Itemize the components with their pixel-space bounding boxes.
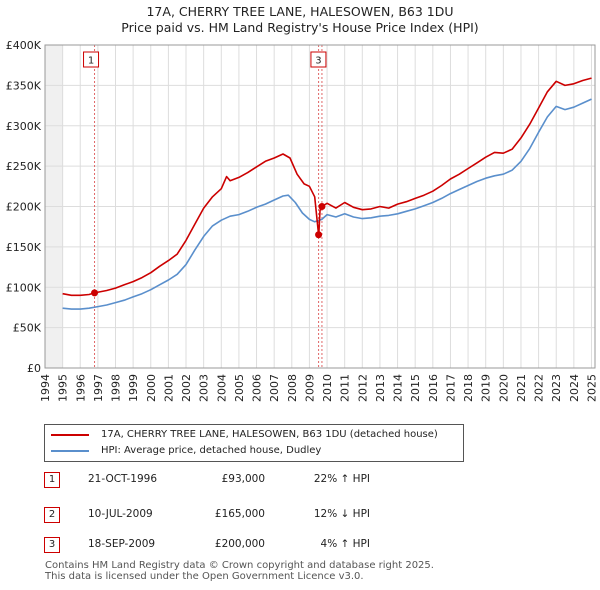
price-chart: £0 £50K £100K £150K £200K £250K £300K £350K £400… <box>6 39 599 402</box>
x-tick-label: 1999 <box>127 374 140 402</box>
y-tick-label: £250K <box>6 160 42 173</box>
y-tick-label: £100K <box>6 281 42 294</box>
chart-subtitle: Price paid vs. HM Land Registry's House … <box>121 20 479 35</box>
sale-hpi-change: 4% ↑ HPI <box>320 538 370 550</box>
sale-price: £200,000 <box>214 538 265 550</box>
x-tick-label: 2016 <box>427 374 440 402</box>
x-tick-label: 2011 <box>339 374 352 402</box>
x-tick-label: 2002 <box>180 374 193 402</box>
x-tick-label: 2022 <box>533 374 546 402</box>
sale-row: 2 10-JUL-2009 £165,000 12% ↓ HPI <box>0 505 600 525</box>
x-tick-label: 2019 <box>480 374 493 402</box>
sale-badge: 1 <box>44 472 60 488</box>
sale-row: 1 21-OCT-1996 £93,000 22% ↑ HPI <box>0 470 600 490</box>
y-tick-label: £150K <box>6 241 42 254</box>
footer-notice: Contains HM Land Registry data © Crown c… <box>45 560 434 582</box>
plot-border <box>44 44 596 369</box>
series-line-hpi <box>62 98 592 310</box>
y-tick-label: £350K <box>6 79 42 92</box>
sale-marker-box <box>310 51 327 68</box>
x-tick-label: 2014 <box>392 374 405 402</box>
sale-badge: 3 <box>44 537 60 553</box>
x-tick-label: 2021 <box>515 374 528 402</box>
sale-date: 18-SEP-2009 <box>88 538 156 550</box>
x-tick-label: 2005 <box>233 374 246 402</box>
footer-line-copyright: Contains HM Land Registry data © Crown c… <box>45 560 434 571</box>
sale-row: 3 18-SEP-2009 £200,000 4% ↑ HPI <box>0 535 600 555</box>
x-tick-label: 1996 <box>74 374 87 402</box>
x-tick-label: 2018 <box>462 374 475 402</box>
x-tick-label: 2008 <box>286 374 299 402</box>
sale-price: £165,000 <box>214 508 265 520</box>
y-tick-label: £300K <box>6 120 42 133</box>
x-tick-label: 2015 <box>409 374 422 402</box>
sale-badge: 2 <box>44 507 60 523</box>
x-tick-label: 2023 <box>550 374 563 402</box>
sale-date: 10-JUL-2009 <box>88 508 153 520</box>
x-tick-label: 2010 <box>321 374 334 402</box>
legend-label-property: 17A, CHERRY TREE LANE, HALESOWEN, B63 1D… <box>101 429 438 440</box>
sale-marker-label: 3 <box>315 56 321 67</box>
x-tick-label: 2009 <box>303 374 316 402</box>
legend-swatch-hpi <box>51 450 89 452</box>
y-tick-label: £400K <box>6 39 42 52</box>
x-tick-label: 2007 <box>268 374 281 402</box>
sale-price: £93,000 <box>221 473 265 485</box>
y-tick-label: £200K <box>6 201 42 214</box>
legend-entry-property: 17A, CHERRY TREE LANE, HALESOWEN, B63 1D… <box>45 427 463 443</box>
x-tick-label: 1995 <box>57 374 70 402</box>
x-tick-label: 2024 <box>568 374 581 402</box>
y-tick-label: £50K <box>13 322 42 335</box>
sale-date: 21-OCT-1996 <box>88 473 157 485</box>
x-tick-label: 1997 <box>92 374 105 402</box>
y-tick-label: £0 <box>27 362 41 375</box>
chart-title: 17A, CHERRY TREE LANE, HALESOWEN, B63 1D… <box>146 4 454 19</box>
legend-swatch-property <box>51 434 89 436</box>
legend-label-hpi: HPI: Average price, detached house, Dudl… <box>101 445 322 456</box>
sale-point <box>91 289 99 297</box>
x-tick-label: 2020 <box>497 374 510 402</box>
x-tick-label: 1998 <box>110 374 123 402</box>
sale-marker-box <box>83 51 100 68</box>
x-tick-label: 2006 <box>251 374 264 402</box>
x-tick-label: 2003 <box>198 374 211 402</box>
x-tick-label: 2004 <box>215 374 228 402</box>
sale-hpi-change: 22% ↑ HPI <box>313 473 370 485</box>
sale-point <box>318 203 326 210</box>
sale-point <box>315 231 323 239</box>
x-tick-label: 2013 <box>374 374 387 402</box>
x-tick-label: 2001 <box>162 374 175 402</box>
sale-hpi-change: 12% ↓ HPI <box>313 508 370 520</box>
x-tick-label: 2000 <box>145 374 158 402</box>
x-tick-label: 2012 <box>356 374 369 402</box>
sale-marker-label: 1 <box>88 56 94 67</box>
legend-entry-hpi: HPI: Average price, detached house, Dudl… <box>45 443 463 459</box>
chart-legend: 17A, CHERRY TREE LANE, HALESOWEN, B63 1D… <box>44 424 464 462</box>
x-tick-label: 2017 <box>444 374 457 402</box>
x-tick-label: 2025 <box>585 374 598 402</box>
x-tick-label: 1994 <box>39 374 52 402</box>
footer-line-licence: This data is licensed under the Open Gov… <box>45 571 364 582</box>
